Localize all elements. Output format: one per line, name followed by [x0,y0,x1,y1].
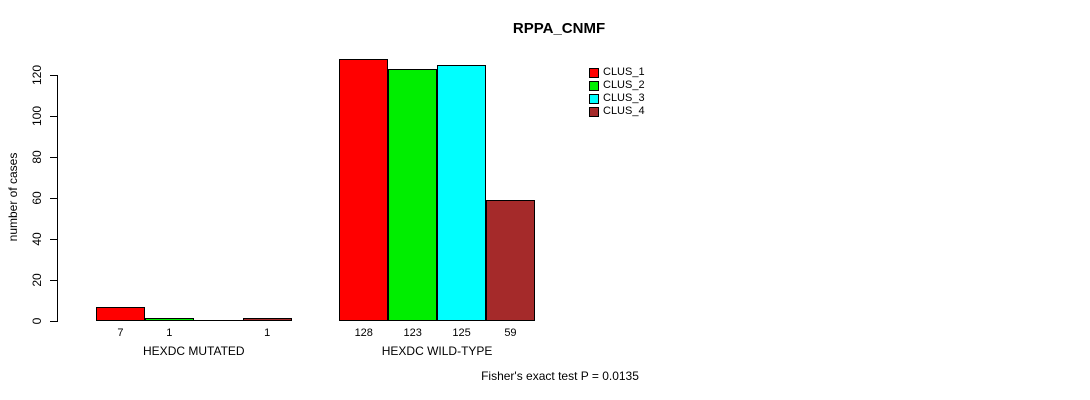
legend-color-swatch [589,67,599,78]
legend-color-swatch [589,106,599,117]
legend-item-label: CLUS_4 [603,105,645,117]
legend-item: CLUS_2 [589,79,645,92]
y-tick-mark [50,279,57,281]
bar-value-label: 128 [354,326,373,339]
bar-value-label: 125 [452,326,471,339]
bar-value-label: 1 [264,326,271,339]
bar-clus_1 [339,58,389,321]
bar-value-label: 59 [504,326,517,339]
bar-clus_3 [437,64,486,321]
y-tick-mark [50,74,57,76]
y-tick-label: 20 [30,273,44,287]
legend-item: CLUS_3 [589,92,645,105]
bar-clus_2 [388,68,438,321]
bar-clus_1 [96,306,145,321]
legend-color-swatch [589,93,599,104]
y-tick-label: 40 [30,232,44,246]
bar-clus_4 [486,200,535,321]
y-tick-label: 80 [30,150,44,164]
y-tick-mark [50,156,57,158]
legend: CLUS_1 CLUS_2 CLUS_3 CLUS_4 [589,66,645,118]
legend-item: CLUS_4 [589,105,645,118]
y-axis-label: number of cases [6,152,20,242]
bar-value-label: 1 [166,326,173,339]
zero-bar-clus_3 [193,320,243,321]
y-tick-mark [50,115,57,117]
y-tick-label: 60 [30,191,44,205]
y-tick-mark [50,320,57,322]
fisher-test-annotation: Fisher's exact test P = 0.0135 [481,369,639,383]
y-axis-line [57,75,58,322]
y-tick-label: 0 [30,317,44,325]
legend-color-swatch [589,80,599,91]
y-tick-label: 100 [30,105,44,127]
legend-item-label: CLUS_2 [603,79,645,91]
y-tick-label: 120 [30,64,44,86]
y-tick-mark [50,197,57,199]
bar-clus_4 [242,317,292,321]
bar-clus_2 [144,317,194,321]
legend-item-label: CLUS_1 [603,66,645,78]
bar-value-label: 123 [403,326,422,339]
group-label: HEXDC WILD-TYPE [381,344,493,358]
bar-value-label: 7 [117,326,124,339]
legend-item: CLUS_1 [589,66,645,79]
group-label: HEXDC MUTATED [143,344,245,358]
legend-item-label: CLUS_3 [603,92,645,104]
chart-title: RPPA_CNMF [512,20,606,37]
y-tick-mark [50,238,57,240]
